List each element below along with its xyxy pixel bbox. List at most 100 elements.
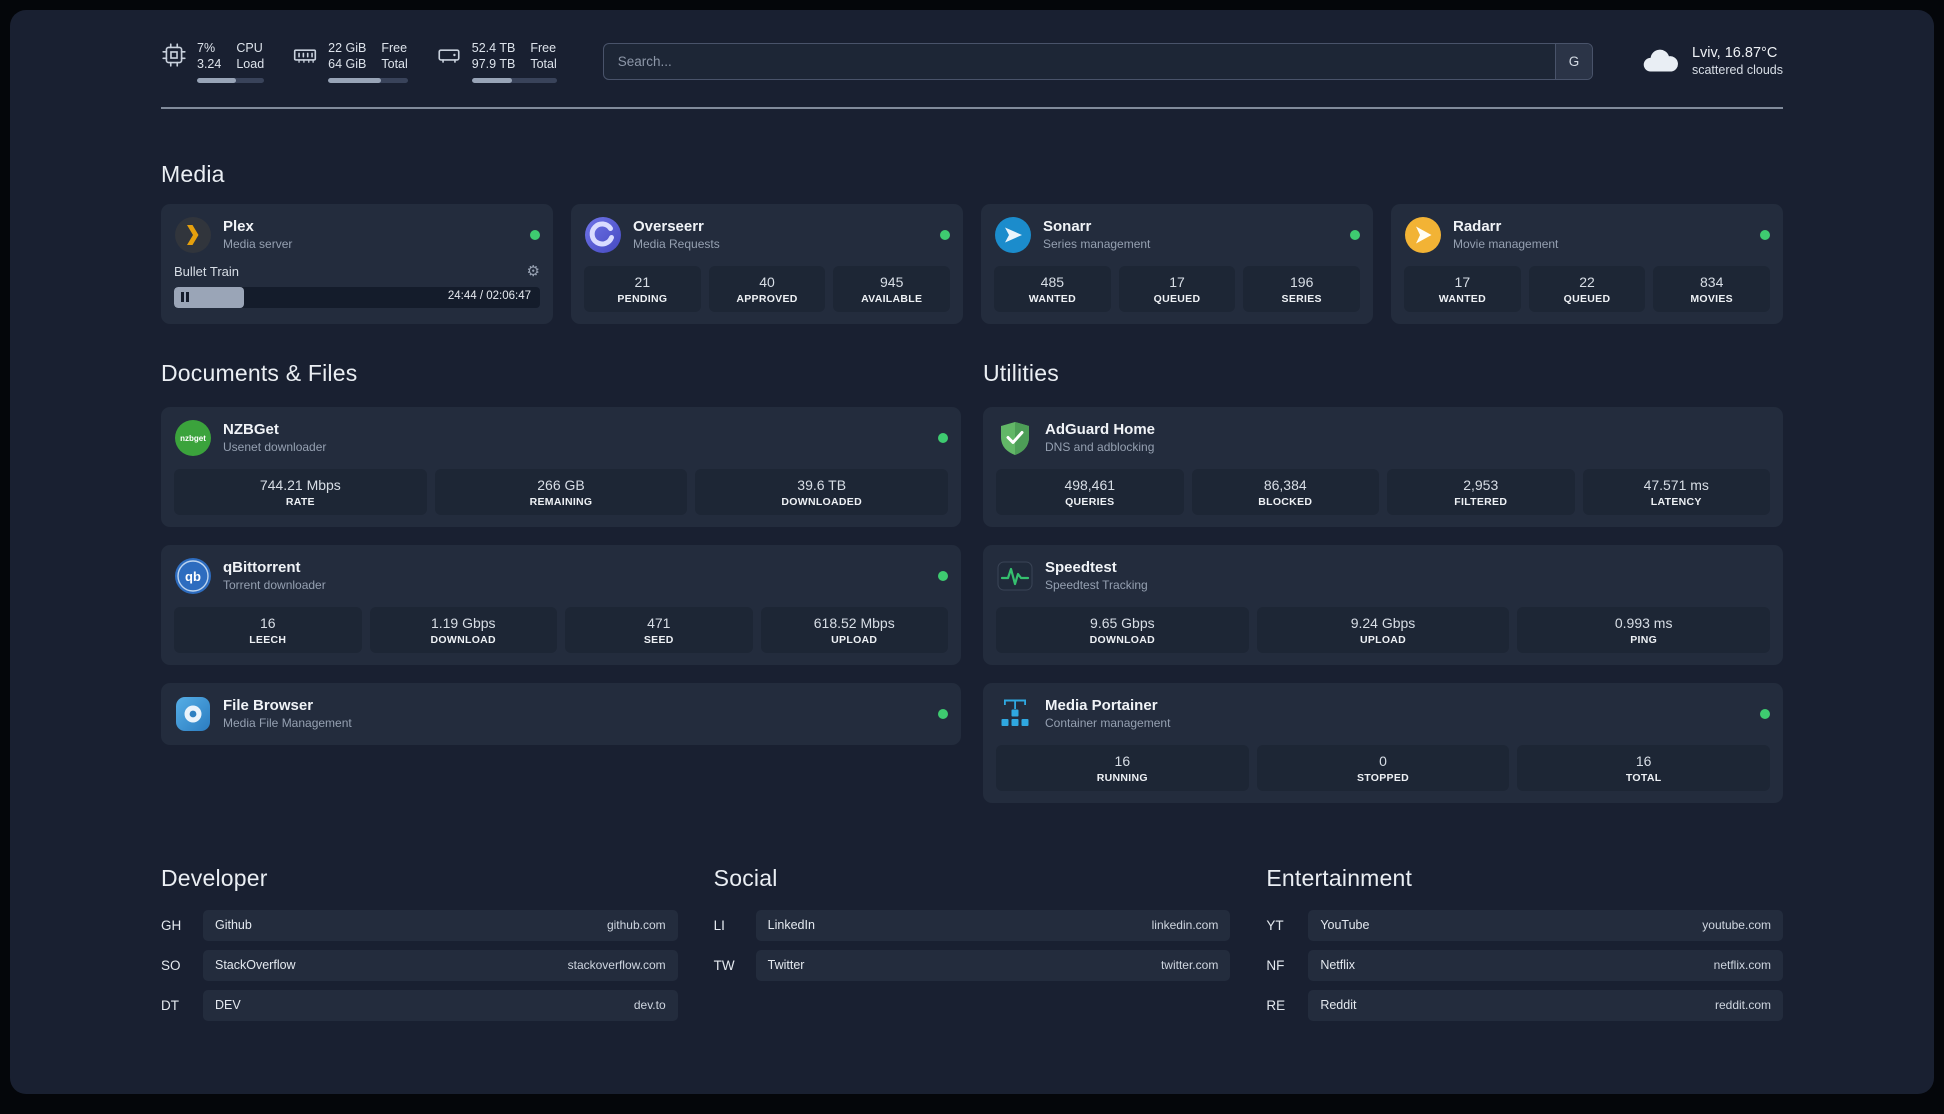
status-dot [1760,708,1770,719]
disk-icon [438,49,460,63]
app-card-radarr[interactable]: Radarr Movie management 17 WANTED 22 QUE… [1391,203,1783,324]
stat-tile: 1.19 Gbps DOWNLOAD [369,606,557,653]
cpu-widget: 7% 3.24 CPU Load [161,40,265,83]
qbittorrent-icon: qb [175,557,211,594]
speedtest-icon [997,561,1033,590]
disk-total-value: 97.9 TB [471,57,516,72]
search-input[interactable] [602,42,1593,80]
app-name: Overseerr [633,218,704,235]
stat-tile: 16 LEECH [174,606,362,653]
memory-widget: 22 GiB 64 GiB Free Total [292,40,408,83]
app-card-qbittorrent[interactable]: qb qBittorrent Torrent downloader 16 LEE… [161,544,961,665]
stat-tile: 0.993 ms PING [1517,606,1771,653]
section-title-documents: Documents & Files [161,359,358,386]
app-card-sonarr[interactable]: Sonarr Series management 485 WANTED 17 Q… [981,203,1373,324]
stat-tile: 0 STOPPED [1256,744,1510,791]
cpu-load-value: 3.24 [197,57,222,72]
search-bar: G [602,42,1593,80]
bookmark-abbr: LI [713,917,725,933]
bookmark-link-youtube[interactable]: YouTube youtube.com [1308,909,1783,941]
status-dot [938,570,948,581]
app-name: Radarr [1453,218,1502,235]
app-subtitle: Torrent downloader [223,578,326,592]
section-documents: Documents & Files nzbget NZBGet Usenet d… [161,360,961,745]
search-engine-button[interactable]: G [1554,43,1592,79]
disk-bar [471,77,557,83]
app-card-overseerr[interactable]: Overseerr Media Requests 21 PENDING 40 A… [571,203,963,324]
bookmark-abbr: NF [1266,957,1285,973]
cpu-percent: 7% [197,41,216,55]
memory-free-label: Free [381,41,408,55]
disk-free-label: Free [530,41,557,55]
app-subtitle: Series management [1043,237,1151,251]
app-subtitle: Media server [223,237,293,251]
filebrowser-icon [176,696,210,731]
section-media: Media Plex Media server [161,161,1783,324]
status-dot [1350,229,1360,240]
bookmark-link-dev[interactable]: DEV dev.to [203,989,678,1021]
weather-location: Lviv, 16.87°C [1691,45,1778,62]
bookmark-row: YT YouTube youtube.com [1266,909,1783,941]
section-title-utilities: Utilities [983,359,1059,386]
section-social: Social LI LinkedIn linkedin.com TW Twitt… [714,865,1231,990]
bookmark-row: LI LinkedIn linkedin.com [713,909,1231,941]
stat-tile: 196 SERIES [1243,265,1361,312]
app-name: Speedtest [1045,559,1117,576]
app-card-speedtest[interactable]: Speedtest Speedtest Tracking 9.65 Gbps D… [983,544,1783,665]
bookmark-row: SO StackOverflow stackoverflow.com [161,949,678,981]
stat-tile: 9.65 Gbps DOWNLOAD [996,606,1249,653]
stat-tile: 17 QUEUED [1118,265,1236,312]
section-developer: Developer GH Github github.com SO StackO… [161,865,678,1030]
top-bar: 7% 3.24 CPU Load [161,10,1783,83]
bookmark-row: GH Github github.com [161,909,678,941]
stat-tile: 618.52 Mbps UPLOAD [760,606,948,653]
bookmark-link-reddit[interactable]: Reddit reddit.com [1308,989,1783,1021]
settings-icon[interactable]: ⚙ [526,261,540,280]
status-dot [530,229,540,240]
app-card-nzbget[interactable]: nzbget NZBGet Usenet downloader 744.21 M… [161,406,961,527]
section-title-media: Media [161,160,225,187]
status-dot [940,229,950,240]
plex-icon [175,216,211,253]
app-card-portainer[interactable]: Media Portainer Container management 16 … [983,682,1783,803]
bookmark-link-netflix[interactable]: Netflix netflix.com [1308,949,1783,981]
bookmark-row: RE Reddit reddit.com [1266,989,1783,1021]
app-card-plex[interactable]: Plex Media server Bullet Train ⚙ 24:44 /… [161,203,553,324]
bookmark-row: NF Netflix netflix.com [1266,949,1783,981]
bookmark-abbr: YT [1266,917,1284,933]
bookmark-link-github[interactable]: Github github.com [203,909,678,941]
app-name: qBittorrent [223,559,301,576]
stat-tile: 21 PENDING [584,265,701,312]
sonarr-icon [995,216,1031,253]
cpu-icon [162,43,186,67]
section-entertainment: Entertainment YT YouTube youtube.com NF … [1266,865,1783,1030]
header-divider [161,106,1783,109]
stat-tile: 39.6 TB DOWNLOADED [695,468,949,515]
bookmark-abbr: SO [161,957,181,973]
cpu-load-label: Load [236,57,265,72]
section-title-social: Social [713,864,778,891]
stat-tile: 9.24 Gbps UPLOAD [1256,606,1510,653]
svg-text:qb: qb [185,569,201,584]
section-title-entertainment: Entertainment [1266,864,1413,891]
status-dot [938,708,948,719]
stat-tile: 485 WANTED [994,265,1111,312]
playback-progress-bar[interactable]: 24:44 / 02:06:47 [174,286,540,308]
pause-icon[interactable] [181,292,189,302]
overseerr-icon [585,216,621,253]
app-card-filebrowser[interactable]: File Browser Media File Management [161,682,961,745]
app-subtitle: Usenet downloader [223,440,327,454]
stat-tile: 744.21 Mbps RATE [174,468,427,515]
bookmark-link-twitter[interactable]: Twitter twitter.com [755,949,1231,981]
bookmark-abbr: RE [1266,997,1286,1013]
bookmark-link-linkedin[interactable]: LinkedIn linkedin.com [755,909,1231,941]
weather-condition: scattered clouds [1691,63,1783,78]
app-name: File Browser [223,697,314,714]
stat-tile: 834 MOVIES [1653,265,1771,312]
disk-free-value: 52.4 TB [471,41,516,55]
bookmark-link-stackoverflow[interactable]: StackOverflow stackoverflow.com [203,949,678,981]
disk-widget: 52.4 TB 97.9 TB Free Total [436,40,557,83]
portainer-icon [1001,699,1029,726]
status-dot [938,432,948,443]
app-card-adguard[interactable]: AdGuard Home DNS and adblocking 498,461 … [983,406,1783,527]
